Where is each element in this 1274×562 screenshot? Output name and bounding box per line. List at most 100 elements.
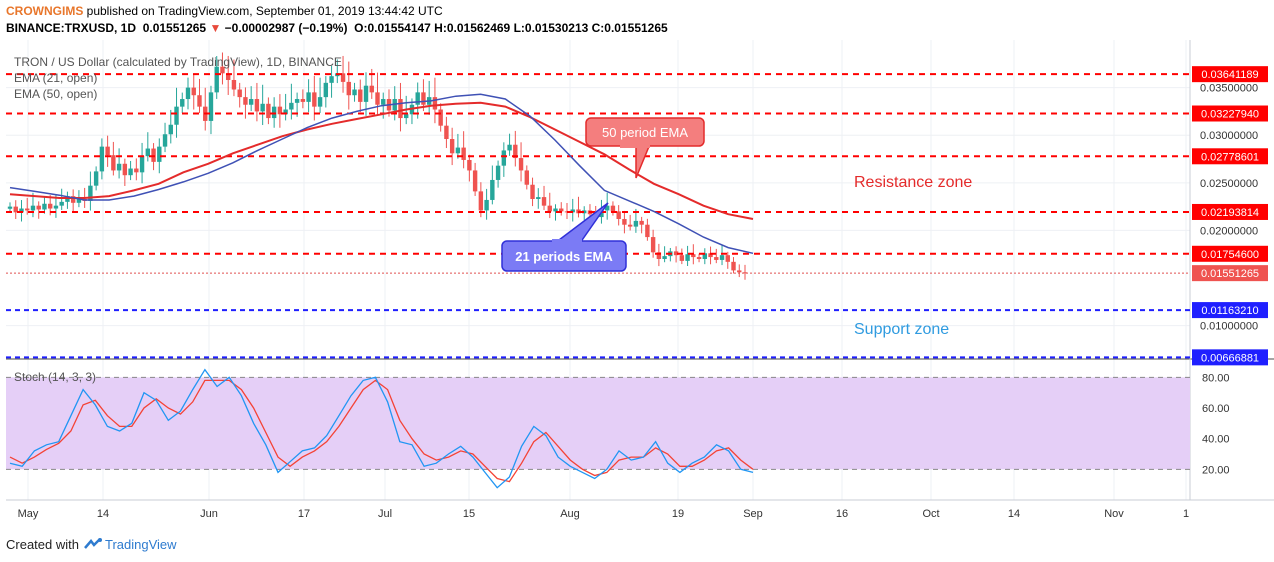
candle-body xyxy=(111,155,116,171)
candle-body xyxy=(553,208,558,212)
level-tag xyxy=(1192,302,1268,319)
candle-body xyxy=(449,139,455,154)
candle-body xyxy=(731,261,736,271)
price-tick-label: 0.01000000 xyxy=(1200,321,1258,333)
level-tag-text: 0.01754600 xyxy=(1201,249,1259,261)
ema21-legend[interactable]: EMA (21, open) xyxy=(14,71,97,85)
price-chart[interactable]: 0.03641189 0.03227940 0.02778601 0.02193814… xyxy=(0,0,1274,530)
time-tick-label: 15 xyxy=(463,508,475,520)
candle-body xyxy=(323,82,329,98)
time-tick-label: 19 xyxy=(672,508,684,520)
level-tag xyxy=(1192,203,1268,220)
tradingview-brand[interactable]: TradingView xyxy=(104,537,177,552)
ema50-line[interactable] xyxy=(9,101,754,220)
time-tick-label: Jun xyxy=(200,508,218,520)
candle-body xyxy=(53,205,59,209)
candle-body xyxy=(490,179,495,200)
candle-body xyxy=(564,211,570,213)
stoch-legend[interactable]: Stoch (14, 3, 3) xyxy=(14,370,96,384)
candle-body xyxy=(622,218,627,225)
time-tick-label: May xyxy=(18,508,39,520)
level-tag-text: 0.01163210 xyxy=(1201,305,1258,317)
created-with: Created with xyxy=(6,537,79,552)
candle-body xyxy=(507,144,512,151)
ema21-line[interactable] xyxy=(9,93,754,255)
last-price: 0.01551265 xyxy=(142,21,207,35)
candle-body xyxy=(421,92,426,105)
candle-body xyxy=(116,163,122,171)
candle-body xyxy=(432,97,438,110)
candle-body xyxy=(673,251,679,256)
ohlc-values: O:0.01554147 H:0.01562469 L:0.01530213 C… xyxy=(354,21,668,35)
price-tick-label: 0.02000000 xyxy=(1200,225,1258,237)
candle-body xyxy=(627,224,633,227)
ema21-callout-text: 21 periods EMA xyxy=(515,249,613,264)
candle-body xyxy=(685,254,690,261)
candle-body xyxy=(501,150,507,166)
footer: Created with TradingView xyxy=(6,537,177,553)
level-tag xyxy=(1192,349,1268,366)
candle-body xyxy=(415,92,420,105)
candle-body xyxy=(662,256,667,259)
candle-body xyxy=(708,253,713,258)
level-tag xyxy=(1192,265,1268,282)
candle-body xyxy=(599,210,604,218)
candle-body xyxy=(128,168,133,176)
candle-body xyxy=(283,109,288,115)
candle-body xyxy=(455,147,461,154)
candle-body xyxy=(162,134,168,147)
candle-body xyxy=(696,257,702,259)
candle-body xyxy=(312,92,317,107)
level-tag-text: 0.02778601 xyxy=(1201,151,1259,163)
candle-body xyxy=(248,99,254,105)
candle-body xyxy=(266,103,271,119)
ohlc-bar: BINANCE:TRXUSD, 1D 0.01551265 ▼ −0.00002… xyxy=(6,21,668,35)
horizontal-levels: 0.03641189 0.03227940 0.02778601 0.02193814… xyxy=(6,66,1268,366)
author-name[interactable]: CROWNGIMS xyxy=(6,4,84,18)
stoch-tick-label: 80.00 xyxy=(1202,372,1230,384)
ema50-legend[interactable]: EMA (50, open) xyxy=(14,87,97,101)
candle-body xyxy=(358,89,363,102)
stoch-tick-label: 20.00 xyxy=(1202,464,1230,476)
candle-body xyxy=(99,146,105,172)
candle-body xyxy=(702,253,708,259)
candle-body xyxy=(616,211,621,219)
candle-body xyxy=(639,220,644,225)
resistance-zone-label: Resistance zone xyxy=(854,174,972,191)
level-tag xyxy=(1192,66,1268,83)
candle-body xyxy=(105,146,110,156)
candle-body xyxy=(88,185,93,201)
candle-body xyxy=(300,99,306,102)
candle-body xyxy=(472,170,478,192)
candle-body xyxy=(260,103,265,112)
level-tag xyxy=(1192,105,1268,122)
candle-body xyxy=(604,205,610,211)
level-tag-text: 0.02193814 xyxy=(1201,207,1259,219)
stoch-k-line xyxy=(9,368,754,489)
ema50-callout: 50 period EMA xyxy=(585,117,705,179)
candle-body xyxy=(254,99,260,112)
chart-title: TRON / US Dollar (calculated by TradingV… xyxy=(14,55,342,69)
candle-body xyxy=(168,124,173,135)
time-tick-label: 16 xyxy=(836,508,848,520)
candle-body xyxy=(289,102,294,110)
time-axis: May 14 Jun 17 Jul 15 Aug 19 Sep 16 Oct 14 Nov 1 xyxy=(18,508,1189,520)
time-tick-label: 14 xyxy=(1008,508,1020,520)
candle-body xyxy=(461,147,466,160)
tradingview-logo-icon xyxy=(83,538,103,553)
candle-body xyxy=(524,170,529,185)
candle-body xyxy=(237,89,242,98)
candle-body xyxy=(679,255,685,261)
candle-body xyxy=(329,76,334,83)
candle-body xyxy=(134,168,139,173)
candle-body xyxy=(271,106,277,119)
candle-body xyxy=(582,210,587,214)
level-tag-text: 0.01551265 xyxy=(1201,268,1259,280)
time-tick-label: Jul xyxy=(378,508,392,520)
candle-body xyxy=(30,205,36,211)
candle-body xyxy=(444,125,449,140)
candle-body xyxy=(650,237,656,253)
stoch-band xyxy=(6,377,1190,470)
price-change: −0.00002987 (−0.19%) xyxy=(224,21,348,35)
candle-body xyxy=(340,73,346,82)
